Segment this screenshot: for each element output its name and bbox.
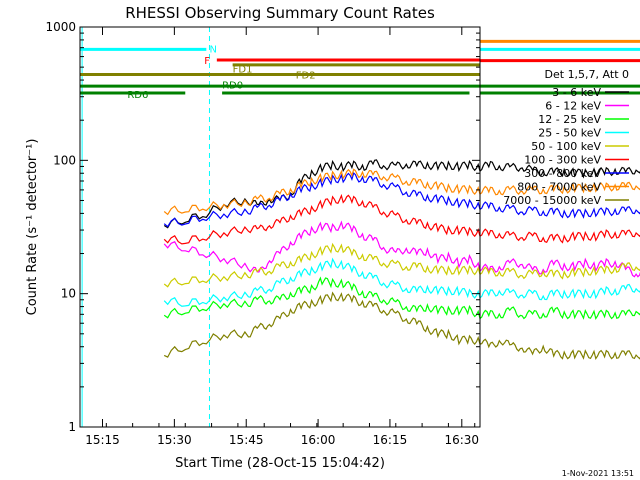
plot-frame <box>79 26 481 428</box>
x-axis-label: Start Time (28-Oct-15 15:04:42) <box>175 456 385 471</box>
x-tick-label-0: 15:15 <box>85 433 120 447</box>
x-tick-label-1: 15:30 <box>157 433 192 447</box>
x-tick-label-4: 16:15 <box>373 433 408 447</box>
annotation-label-5: FD2 <box>296 71 316 82</box>
series-line-2-0 <box>163 276 640 320</box>
x-tick-label-2: 15:45 <box>229 433 264 447</box>
legend-entry-label-0: 3 - 6 keV <box>552 86 601 99</box>
annotation-label-4: FD1 <box>233 64 253 75</box>
annotation-label-7: RD6 <box>127 90 148 101</box>
legend-entry-label-5: 100 - 300 keV <box>524 154 601 167</box>
legend-entry-label-7: 800 - 7000 keV <box>517 181 601 194</box>
y-tick-label-3: 1000 <box>45 20 76 34</box>
annotation-label-0: N <box>209 44 216 55</box>
legend-title: Det 1,5,7, Att 0 <box>545 68 629 81</box>
y-tick-label-1: 10 <box>61 287 76 301</box>
legend-entry-label-8: 7000 - 15000 keV <box>503 194 601 207</box>
annotation-label-6: RD0 <box>222 81 243 92</box>
series-line-7-0 <box>163 168 640 216</box>
legend-entry-label-4: 50 - 100 keV <box>531 140 601 153</box>
legend-entry-label-2: 12 - 25 keV <box>538 113 601 126</box>
legend-entry-label-6: 300 - 800 keV <box>524 167 601 180</box>
x-axis: 15:15 15:30 15:45 16:00 16:15 16:30 <box>85 27 479 447</box>
series-line-8-0 <box>163 291 640 361</box>
footer-date: 1-Nov-2021 13:51 <box>562 469 634 478</box>
y-axis-label: Count Rate (s⁻¹ detector⁻¹) <box>25 139 40 316</box>
annotation-bars: NFFD1FD2RD0RD6S <box>80 39 640 101</box>
chart-title: RHESSI Observing Summary Count Rates <box>125 4 435 22</box>
y-tick-label-0: 1 <box>68 420 76 434</box>
legend-entry-label-3: 25 - 50 keV <box>538 127 601 140</box>
series-line-5-0 <box>163 193 640 245</box>
series-lines <box>163 159 640 361</box>
y-tick-label-2: 100 <box>53 153 76 167</box>
x-tick-label-5: 16:30 <box>444 433 479 447</box>
annotation-label-2: F <box>204 56 210 67</box>
series-line-4-0 <box>163 242 640 288</box>
x-tick-label-3: 16:00 <box>301 433 336 447</box>
series-line-1-0 <box>163 220 640 278</box>
legend-entry-label-1: 6 - 12 keV <box>545 100 601 113</box>
y-axis: 1 10 100 1000 <box>45 20 480 434</box>
series-line-3-0 <box>163 257 640 307</box>
series-line-6-0 <box>163 172 640 228</box>
